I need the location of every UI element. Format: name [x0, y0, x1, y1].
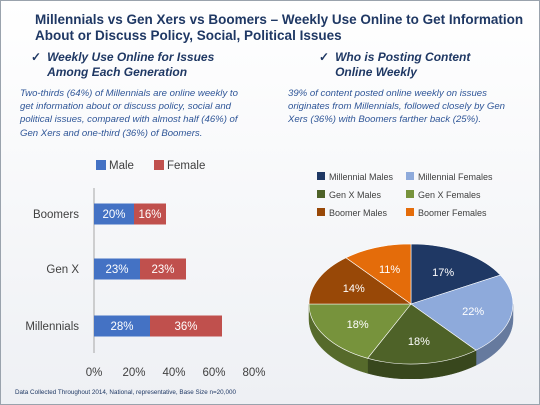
footer-note: Data Collected Throughout 2014, National…: [15, 389, 236, 396]
legend-item: Boomer Males: [317, 208, 388, 218]
legend-item: Millennial Males: [317, 172, 394, 182]
bar-female: [150, 315, 222, 337]
pie-slice-label: 22%: [462, 306, 484, 318]
bar-value-label: 36%: [174, 321, 197, 333]
bar-male: [94, 203, 134, 225]
pie-slice: [410, 274, 514, 351]
pie-slice-label: 11%: [379, 264, 400, 276]
checkmark-icon: ✓: [319, 50, 330, 64]
legend-label: Millennial Females: [418, 172, 493, 182]
right-heading-line1: Who is Posting Content: [335, 50, 471, 64]
legend-label: Boomer Females: [418, 208, 487, 218]
bar-male: [94, 258, 140, 280]
slide-title: Millennials vs Gen Xers vs Boomers – Wee…: [35, 12, 535, 44]
pie-slice: [308, 257, 412, 305]
legend-label: Boomer Males: [329, 208, 388, 218]
legend-item: Gen X Males: [317, 190, 382, 200]
bar-value-label: 20%: [102, 209, 125, 221]
slide-title-line1: Millennials vs Gen Xers vs Boomers – Wee…: [35, 12, 524, 27]
legend-item: Gen X Females: [406, 190, 481, 200]
x-tick-label: 80%: [242, 367, 265, 379]
x-tick-label: 0%: [86, 367, 103, 379]
legend-swatch: [317, 208, 325, 216]
legend-swatch: [317, 190, 325, 198]
right-heading: ✓ Who is Posting Content Online Weekly: [319, 50, 470, 80]
pie-slice-label: 18%: [408, 336, 430, 348]
legend-swatch: [406, 190, 414, 198]
legend-item: Boomer Females: [406, 208, 487, 218]
pie-slice-label: 17%: [432, 267, 454, 279]
right-heading-line2: Online Weekly: [335, 65, 417, 79]
left-heading-line1: Weekly Use Online for Issues: [47, 50, 215, 64]
legend-label: Gen X Males: [329, 190, 382, 200]
legend-label: Millennial Males: [329, 172, 394, 182]
pie-slice-label: 18%: [347, 319, 369, 331]
left-heading: ✓ Weekly Use Online for Issues Among Each …: [31, 50, 214, 80]
bar-female: [140, 258, 186, 280]
x-tick-label: 20%: [122, 367, 145, 379]
x-tick-label: 60%: [202, 367, 225, 379]
bar-value-label: 23%: [151, 264, 174, 276]
slide-title-line2: About or Discuss Policy, Social, Politic…: [35, 28, 342, 43]
category-label: Millennials: [25, 321, 79, 333]
legend-swatch: [406, 172, 414, 180]
legend-item-female: Female: [154, 160, 205, 172]
bar-value-label: 23%: [105, 264, 128, 276]
legend-label: Male: [109, 160, 134, 172]
pie-slice-label: 14%: [343, 283, 365, 295]
pie-slice: [367, 303, 477, 365]
legend-item: Millennial Females: [406, 172, 493, 182]
category-label: Boomers: [33, 209, 79, 221]
category-label: Gen X: [46, 264, 79, 276]
pie-slice: [410, 243, 501, 305]
legend-swatch: [406, 208, 414, 216]
x-tick-label: 40%: [162, 367, 185, 379]
legend-label: Female: [167, 160, 205, 172]
legend-swatch: [96, 160, 106, 170]
bar-female: [134, 203, 166, 225]
checkmark-icon: ✓: [31, 50, 42, 64]
pie-slice: [308, 303, 412, 359]
legend-swatch: [154, 160, 164, 170]
left-heading-line2: Among Each Generation: [47, 65, 188, 79]
pie-chart: Millennial Males Millennial Females Gen X …: [308, 172, 514, 379]
legend-item-male: Male: [96, 160, 134, 172]
legend-swatch: [317, 172, 325, 180]
bar-value-label: 16%: [138, 209, 161, 221]
bar-male: [94, 315, 150, 337]
legend-label: Gen X Females: [418, 190, 481, 200]
bar-value-label: 28%: [110, 321, 133, 333]
pie-slice: [345, 243, 412, 305]
bar-chart: Male Female Boomers 20% 16% Gen X 23% 23% Millen…: [25, 160, 266, 379]
right-body-text: 39% of content posted online weekly on i…: [288, 88, 506, 126]
left-body-text: Two-thirds (64%) of Millennials are onli…: [20, 88, 238, 139]
